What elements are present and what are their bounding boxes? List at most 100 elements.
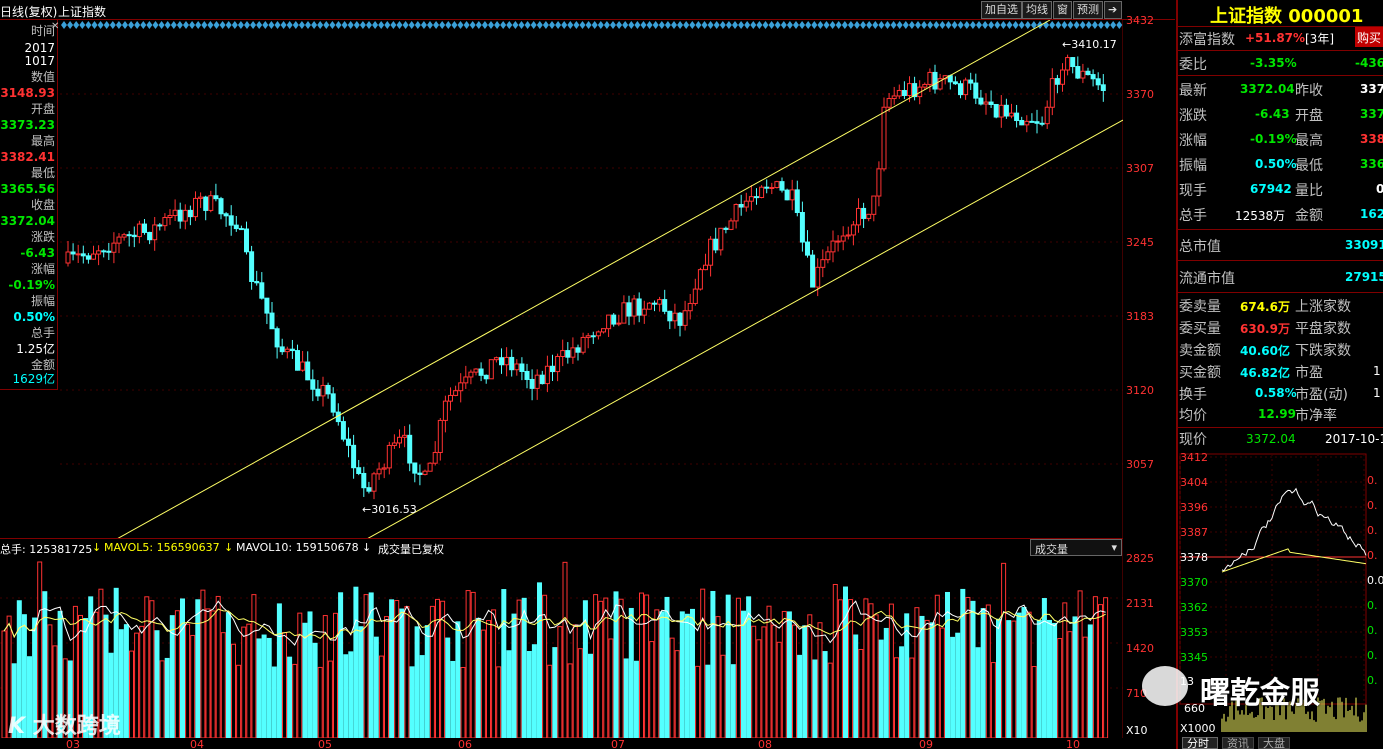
- volume-bar: [1026, 611, 1032, 738]
- pe-value: 1: [1373, 364, 1381, 378]
- volume-bar: [531, 644, 537, 738]
- volume-bar: [975, 647, 981, 738]
- candle-body: [912, 83, 918, 98]
- event-marker: [732, 21, 738, 29]
- volume-bar: [348, 651, 354, 738]
- event-marker: [512, 21, 519, 29]
- candle-body: [493, 357, 499, 361]
- window-button[interactable]: 窗: [1053, 1, 1072, 19]
- add-watchlist-button[interactable]: 加自选: [981, 1, 1022, 19]
- volume-chart[interactable]: [0, 538, 1123, 738]
- tab-market[interactable]: 大盘: [1258, 737, 1290, 749]
- price-axis-label: 3245: [1126, 236, 1154, 249]
- event-marker: [805, 21, 812, 29]
- candle-body: [519, 363, 525, 372]
- candlestick-chart[interactable]: [0, 20, 1123, 538]
- volume-bar: [970, 600, 976, 738]
- cur-hand-value: 67942: [1250, 182, 1292, 196]
- event-marker: [128, 21, 135, 29]
- candle-body: [840, 235, 846, 242]
- volume-bar: [572, 624, 578, 738]
- event-marker: [146, 21, 153, 29]
- event-marker: [707, 21, 714, 29]
- buy-vol-value: 630.9万: [1240, 322, 1290, 336]
- event-marker: [677, 21, 684, 29]
- candle-body: [1024, 120, 1030, 126]
- rich-index-period[interactable]: [3年]: [1305, 32, 1334, 46]
- moving-average-button[interactable]: 均线: [1022, 1, 1052, 19]
- candle-body: [1095, 78, 1101, 86]
- candle-body: [442, 400, 448, 421]
- candle-body: [305, 361, 311, 381]
- buy-amount-value: 46.82亿: [1240, 366, 1290, 380]
- event-marker: [463, 21, 470, 29]
- volume-bar: [475, 617, 481, 738]
- now-price-label: 现价: [1179, 432, 1207, 448]
- volume-bar: [1047, 619, 1052, 738]
- close-icon[interactable]: ✕: [51, 21, 60, 32]
- candle-body: [111, 242, 117, 253]
- volume-bar: [894, 657, 899, 738]
- candle-body: [759, 186, 765, 198]
- volume-bar: [6, 615, 12, 738]
- period-label[interactable]: 日线(复权): [0, 5, 58, 19]
- forecast-button[interactable]: 预测: [1073, 1, 1103, 19]
- candle-body: [958, 83, 963, 96]
- volume-bar: [32, 617, 38, 738]
- candle-body: [662, 299, 668, 312]
- candle-body: [667, 310, 673, 322]
- volume-bar: [598, 600, 604, 738]
- candle-body: [748, 196, 754, 202]
- volume-axis-label: 1420: [1126, 642, 1154, 655]
- volume-bar: [761, 626, 767, 738]
- event-marker: [933, 21, 940, 29]
- event-marker: [695, 21, 702, 29]
- volume-bar: [445, 637, 451, 738]
- candle-body: [606, 314, 612, 330]
- candle-body: [157, 224, 163, 227]
- event-marker: [1085, 21, 1092, 29]
- candle-body: [244, 228, 249, 253]
- intraday-axis-pct-label: 0.: [1367, 499, 1378, 512]
- volume-bar: [210, 610, 216, 738]
- volume-bar: [123, 624, 129, 738]
- volume-bar: [455, 621, 461, 738]
- volume-bar: [909, 657, 915, 738]
- volume-bar: [103, 614, 109, 738]
- event-marker: [341, 21, 348, 29]
- candle-body: [391, 442, 397, 446]
- volume-bar: [322, 615, 328, 738]
- turnover-label: 换手: [1179, 387, 1207, 403]
- pct-label: 涨幅: [1179, 133, 1207, 149]
- weibi-value: -3.35%: [1250, 56, 1297, 70]
- candle-body: [774, 181, 780, 189]
- volume-bar: [1, 630, 7, 738]
- tab-intraday[interactable]: 分时: [1182, 737, 1218, 749]
- high-label: 最高: [30, 134, 55, 148]
- event-marker: [1098, 21, 1104, 29]
- event-marker: [994, 21, 1001, 29]
- pb-label: 市净率: [1295, 408, 1337, 424]
- volume-bar: [812, 659, 818, 738]
- intraday-chart[interactable]: [1178, 452, 1383, 742]
- arrow-right-icon[interactable]: ➔: [1104, 1, 1122, 19]
- event-marker: [469, 21, 476, 29]
- event-marker: [921, 21, 928, 29]
- open-label: 开盘: [1295, 108, 1323, 124]
- event-marker: [549, 21, 555, 29]
- event-marker: [780, 21, 787, 29]
- event-marker: [610, 21, 616, 29]
- tab-news[interactable]: 资讯: [1222, 737, 1254, 749]
- arrow-down-icon: ↓: [224, 541, 234, 554]
- volume-bar: [394, 600, 400, 738]
- volume-bar: [843, 586, 848, 738]
- candle-body: [126, 234, 132, 237]
- candle-body: [1003, 104, 1009, 117]
- volume-bar: [899, 646, 905, 738]
- candle-body: [907, 83, 912, 97]
- candle-body: [167, 215, 173, 218]
- indicator-dropdown[interactable]: 成交量 ▾: [1030, 539, 1122, 556]
- volume-bar: [470, 591, 476, 738]
- buy-button[interactable]: 购买: [1355, 27, 1383, 47]
- volume-bar: [297, 612, 303, 738]
